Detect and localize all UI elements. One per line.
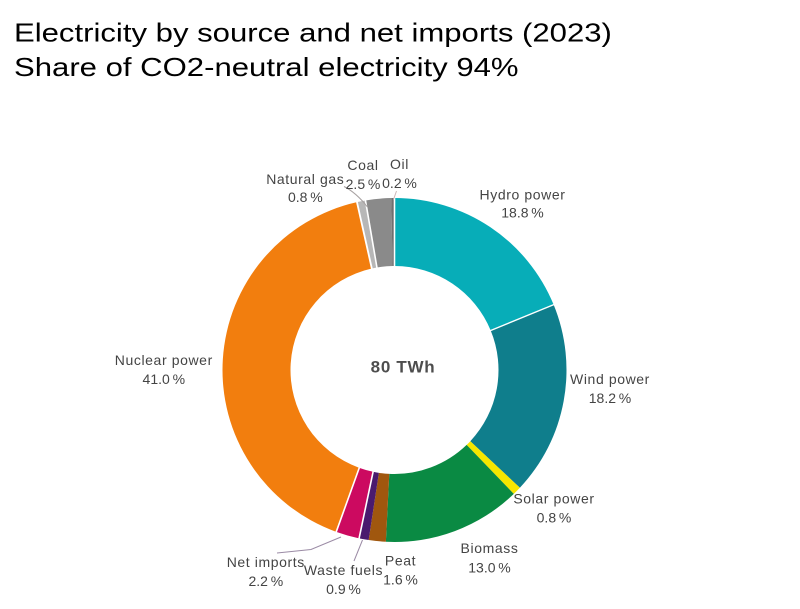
svg-text:Solar power: Solar power [513,491,594,507]
svg-text:2.2 %: 2.2 % [248,573,283,589]
svg-text:Wind power: Wind power [570,371,650,387]
svg-text:2.5 %: 2.5 % [346,176,381,192]
svg-text:Natural gas: Natural gas [266,171,344,187]
svg-text:Share of CO2-neutral electrici: Share of CO2-neutral electricity 94% [14,53,519,82]
svg-text:18.8 %: 18.8 % [501,205,544,221]
svg-text:Net imports: Net imports [227,554,305,570]
svg-text:0.8 %: 0.8 % [288,189,323,205]
svg-text:41.0 %: 41.0 % [143,371,186,387]
svg-text:Oil: Oil [390,156,409,172]
svg-text:Coal: Coal [347,157,378,173]
svg-text:0.9 %: 0.9 % [326,581,361,597]
svg-text:Peat: Peat [385,553,416,569]
svg-text:Biomass: Biomass [461,540,519,556]
svg-text:18.2 %: 18.2 % [589,390,632,406]
svg-text:Hydro power: Hydro power [480,187,566,203]
svg-text:1.6 %: 1.6 % [383,572,418,588]
svg-text:Waste fuels: Waste fuels [304,562,383,578]
svg-text:0.8 %: 0.8 % [537,510,572,526]
svg-text:80 TWh: 80 TWh [371,358,436,377]
svg-text:Electricity by source and net: Electricity by source and net imports (2… [14,19,612,48]
svg-text:13.0 %: 13.0 % [468,560,511,576]
svg-text:0.2 %: 0.2 % [382,175,417,191]
svg-text:Nuclear power: Nuclear power [115,352,213,368]
